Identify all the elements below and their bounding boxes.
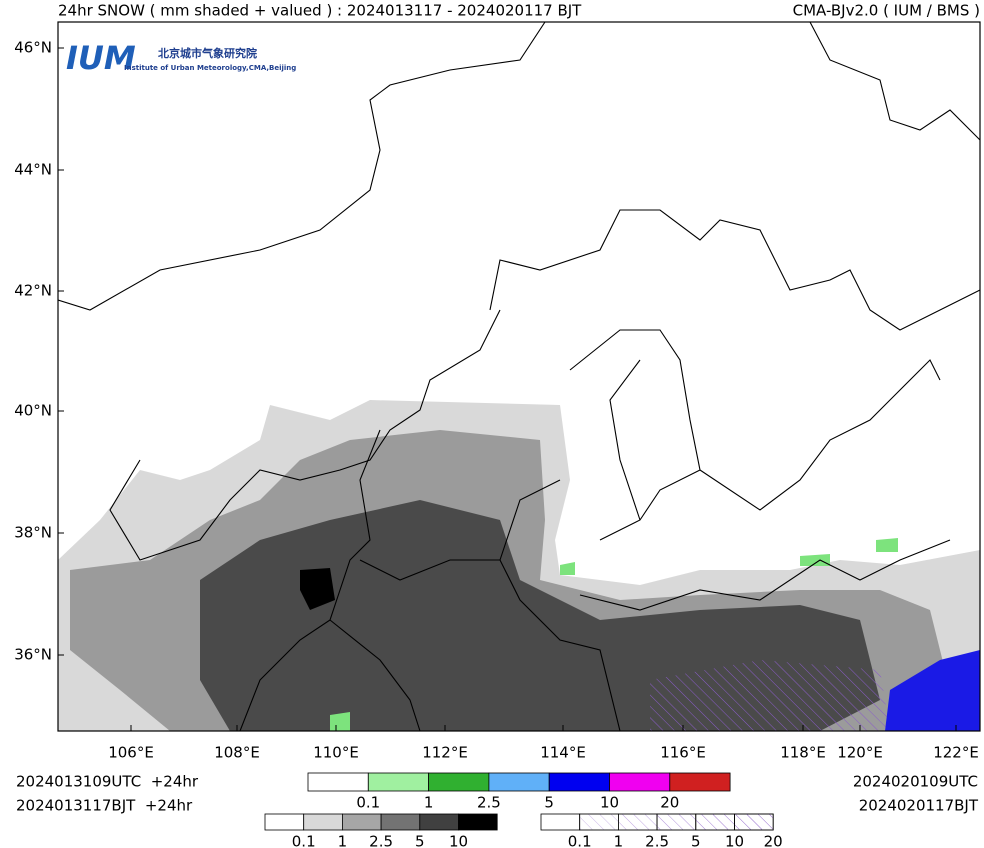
lat-label: 38°N	[14, 524, 52, 542]
border	[489, 209, 980, 331]
legend-label: 10	[449, 833, 468, 848]
border	[239, 429, 621, 731]
lon-label: 114°E	[540, 744, 586, 762]
lat-label: 46°N	[14, 39, 52, 57]
coastline	[579, 539, 951, 611]
legend-label: 1	[424, 794, 434, 812]
lat-label: 44°N	[14, 161, 52, 179]
legend-box	[548, 772, 610, 792]
snow-max	[300, 568, 335, 610]
lon-label: 116°E	[660, 744, 706, 762]
legend-label: 10	[725, 833, 744, 848]
map-area	[58, 22, 980, 731]
legend-label: 1	[338, 833, 348, 848]
lon-label: 106°E	[108, 744, 154, 762]
valid-bjt: 2024020117BJT	[859, 797, 979, 815]
legend-label: 20	[660, 794, 679, 812]
hatch-area	[650, 660, 890, 731]
legend-hatch	[734, 813, 774, 831]
lon-label: 112°E	[422, 744, 468, 762]
logo-cn: 北京城市气象研究院	[158, 46, 257, 60]
border	[109, 309, 501, 561]
lat-label: 40°N	[14, 402, 52, 420]
legend-box	[609, 772, 671, 792]
model-label: CMA-BJv2.0 ( IUM / BMS )	[793, 2, 980, 20]
legend-box	[307, 772, 369, 792]
logo: IUM 北京城市气象研究院 Institute of Urban Meteoro…	[66, 39, 296, 77]
lon-label: 118°E	[780, 744, 826, 762]
legend-hatch	[695, 813, 735, 831]
logo-en: Institute of Urban Meteorology,CMA,Beiji…	[124, 64, 296, 72]
lat-label: 42°N	[14, 282, 52, 300]
init-utc: 2024013109UTC +24hr	[16, 773, 199, 791]
legend-box	[367, 772, 429, 792]
valid-utc: 2024020109UTC	[853, 773, 978, 791]
legend-label: 20	[764, 833, 783, 848]
legend-hatch	[656, 813, 697, 831]
legend-box	[419, 813, 459, 831]
legend-hatch	[618, 813, 658, 831]
legend-label: 0.1	[568, 833, 592, 848]
border	[809, 22, 980, 141]
lon-label: 120°E	[837, 744, 883, 762]
legend-bar	[540, 813, 774, 831]
legend-box	[540, 813, 581, 831]
legend-hatch	[579, 813, 619, 831]
legend-label: 1	[614, 833, 624, 848]
lon-label: 122°E	[933, 744, 979, 762]
border	[599, 359, 701, 541]
legend-label: 5	[415, 833, 425, 848]
legend-box	[264, 813, 305, 831]
coastline	[569, 329, 941, 511]
lat-label: 36°N	[14, 646, 52, 664]
legend-label: 0.1	[356, 794, 380, 812]
legend-box	[341, 813, 382, 831]
lon-label: 108°E	[214, 744, 260, 762]
legend-box	[488, 772, 550, 792]
snow-blue	[885, 650, 980, 731]
legend-box	[458, 813, 498, 831]
legend-label: 2.5	[369, 833, 393, 848]
legend-label: 2.5	[645, 833, 669, 848]
legend-label: 10	[600, 794, 619, 812]
legend-box	[669, 772, 731, 792]
legend-box	[380, 813, 421, 831]
legend-bar	[307, 772, 731, 792]
title: 24hr SNOW ( mm shaded + valued ) : 20240…	[58, 2, 582, 20]
legend-label: 2.5	[477, 794, 501, 812]
legend-label: 5	[544, 794, 554, 812]
legend-box	[303, 813, 343, 831]
map-frame	[57, 21, 981, 732]
legend-bar	[264, 813, 498, 831]
logo-mark: IUM	[66, 39, 136, 77]
lon-label: 110°E	[313, 744, 359, 762]
legend-box	[428, 772, 490, 792]
init-bjt: 2024013117BJT +24hr	[16, 797, 193, 815]
legend-label: 5	[691, 833, 701, 848]
border	[58, 22, 546, 311]
legend-label: 0.1	[292, 833, 316, 848]
